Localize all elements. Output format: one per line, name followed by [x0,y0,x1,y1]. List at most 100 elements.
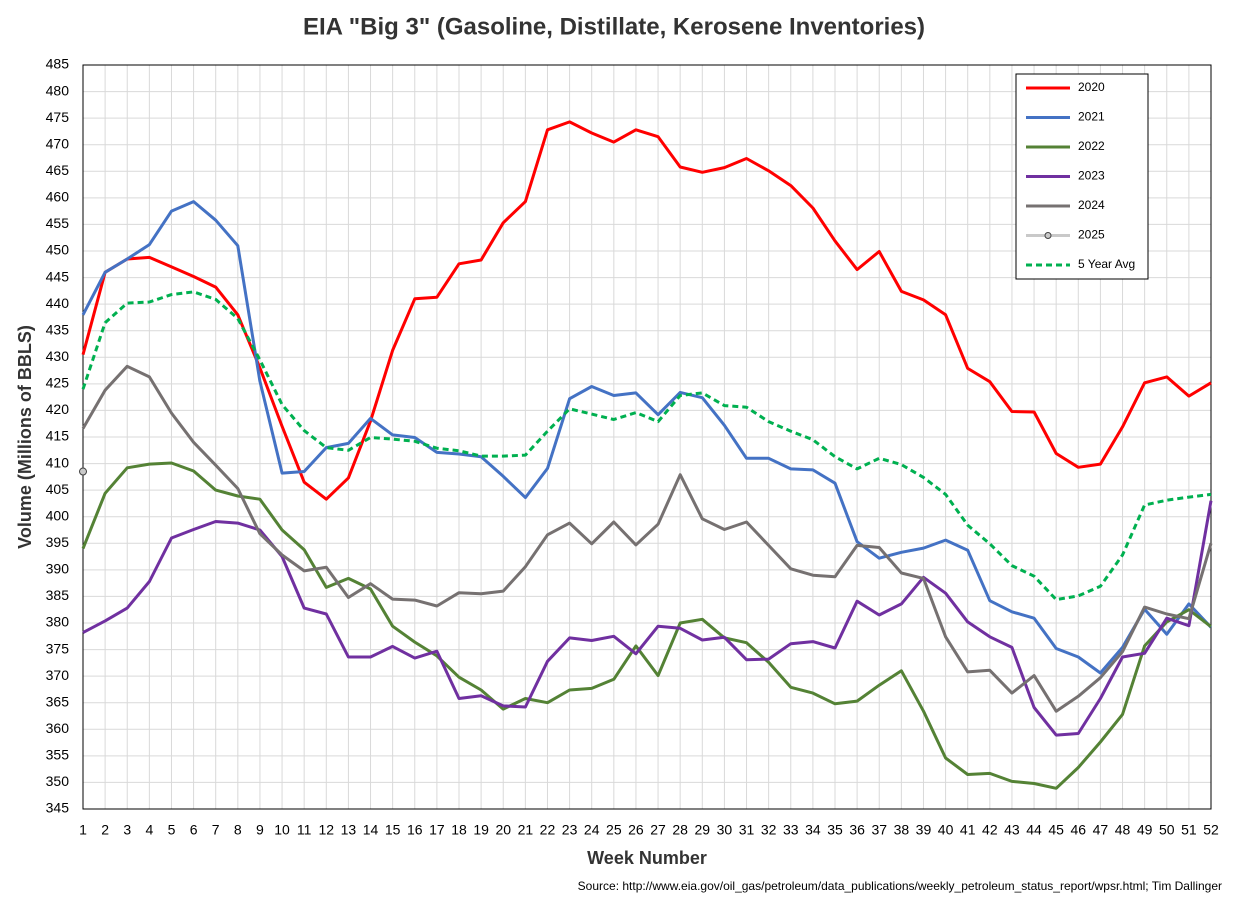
y-tick-label: 380 [46,614,70,630]
x-tick-label: 42 [982,822,998,838]
x-tick-label: 27 [650,822,666,838]
x-tick-label: 29 [695,822,711,838]
x-tick-label: 9 [256,822,264,838]
x-tick-label: 25 [606,822,622,838]
x-tick-label: 2 [101,822,109,838]
y-tick-label: 485 [46,56,70,72]
x-tick-label: 32 [761,822,777,838]
series-marker [79,467,87,476]
y-tick-label: 405 [46,481,70,497]
chart-title: EIA "Big 3" (Gasoline, Distillate, Keros… [303,13,925,40]
y-tick-label: 400 [46,507,70,523]
x-tick-label: 46 [1071,822,1087,838]
x-tick-label: 48 [1115,822,1131,838]
series-line [81,364,1213,713]
y-tick-label: 470 [46,135,70,151]
legend-label: 2020 [1078,80,1105,94]
x-tick-label: 6 [190,822,198,838]
x-tick-label: 40 [938,822,954,838]
y-tick-label: 440 [46,295,70,311]
y-tick-label: 465 [46,162,70,178]
x-tick-label: 51 [1181,822,1197,838]
x-tick-label: 43 [1004,822,1020,838]
y-tick-label: 425 [46,375,70,391]
x-tick-label: 19 [473,822,489,838]
source-note: Source: http://www.eia.gov/oil_gas/petro… [578,879,1222,893]
legend-marker [1044,232,1052,239]
x-tick-label: 28 [672,822,688,838]
x-tick-label: 4 [145,822,153,838]
x-tick-label: 38 [894,822,910,838]
x-tick-label: 34 [805,822,821,838]
y-tick-label: 435 [46,321,70,337]
x-tick-label: 5 [168,822,176,838]
y-tick-label: 345 [46,800,70,816]
y-tick-label: 375 [46,640,70,656]
series-line [81,290,1212,602]
x-tick-label: 21 [518,822,534,838]
series-line [81,120,1212,501]
x-tick-label: 36 [849,822,865,838]
x-tick-label: 49 [1137,822,1153,838]
legend-label: 2022 [1078,139,1105,153]
x-tick-label: 7 [212,822,220,838]
y-tick-label: 395 [46,534,70,550]
y-tick-label: 350 [46,773,70,789]
y-tick-label: 480 [46,82,70,98]
x-tick-label: 11 [297,822,312,838]
legend-label: 2023 [1078,169,1105,183]
y-axis-label: Volume (Millions of BBLS) [15,325,35,549]
x-tick-label: 31 [739,822,755,838]
x-tick-label: 50 [1159,822,1175,838]
x-tick-label: 47 [1093,822,1109,838]
plot-border [82,64,1212,810]
x-axis-label: Week Number [587,848,707,868]
x-tick-label: 33 [783,822,799,838]
x-tick-label: 20 [495,822,511,838]
series-line [81,200,1213,675]
x-tick-label: 37 [871,822,887,838]
x-tick-label: 44 [1026,822,1042,838]
x-tick-label: 12 [319,822,335,838]
y-tick-label: 430 [46,348,70,364]
x-tick-label: 52 [1203,822,1219,838]
y-tick-label: 420 [46,401,70,417]
y-tick-label: 410 [46,454,70,470]
x-tick-label: 16 [407,822,423,838]
y-tick-label: 370 [46,667,70,683]
x-tick-label: 10 [274,822,290,838]
x-tick-label: 30 [717,822,733,838]
legend-label: 2024 [1078,198,1105,212]
y-tick-label: 475 [46,109,70,125]
x-tick-label: 23 [562,822,578,838]
x-tick-label: 22 [540,822,556,838]
y-tick-label: 355 [46,747,70,763]
x-tick-label: 8 [234,822,242,838]
y-tick-label: 445 [46,268,70,284]
x-tick-label: 39 [916,822,932,838]
legend-label: 2021 [1078,110,1105,124]
x-tick-label: 18 [451,822,467,838]
x-tick-label: 17 [429,822,445,838]
x-tick-label: 13 [341,822,357,838]
x-tick-label: 1 [79,822,87,838]
y-tick-label: 415 [46,428,70,444]
y-tick-label: 390 [46,561,70,577]
x-tick-label: 41 [960,822,976,838]
x-tick-label: 35 [827,822,843,838]
y-tick-label: 365 [46,693,70,709]
x-tick-label: 15 [385,822,401,838]
legend-label: 2025 [1078,228,1105,242]
x-tick-label: 14 [363,822,379,838]
y-tick-label: 360 [46,720,70,736]
x-tick-label: 26 [628,822,644,838]
y-tick-label: 385 [46,587,70,603]
series-line [81,461,1212,790]
x-tick-label: 3 [123,822,131,838]
y-tick-label: 455 [46,215,70,231]
legend-label: 5 Year Avg [1078,257,1135,271]
x-tick-label: 24 [584,822,600,838]
y-tick-label: 450 [46,242,70,258]
x-tick-label: 45 [1048,822,1064,838]
